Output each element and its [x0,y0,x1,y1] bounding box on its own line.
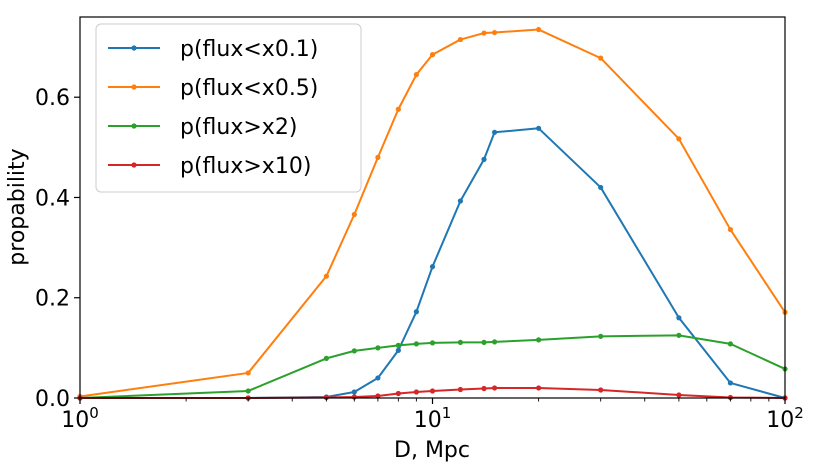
series-line [80,386,786,399]
legend-label: p(flux>x2) [180,115,297,140]
data-point [536,125,542,131]
data-point [429,52,436,58]
data-point [457,386,464,393]
series-line [80,127,786,399]
data-point [413,72,419,78]
data-point [491,129,498,135]
data-point [413,309,419,315]
series-layer [77,26,788,401]
data-point [481,30,487,36]
data-point [598,333,604,339]
data-point [481,385,487,392]
data-point [245,388,251,394]
y-axis-label: propability [5,148,30,265]
legend-swatch-marker [131,162,137,168]
data-point [413,389,419,395]
data-point [676,315,682,321]
data-point [598,184,604,191]
legend-swatch-marker [131,123,137,129]
data-point [536,26,542,33]
legend-label: p(flux>x10) [180,154,311,179]
legend-swatch-marker [131,45,137,51]
data-point [429,388,436,394]
legend-item: p(flux<x0.1) [108,37,318,62]
y-tick-label: 0.6 [35,86,70,111]
data-point [323,273,329,279]
y-tick-label: 0.0 [35,387,70,412]
legend: p(flux<x0.1) p(flux<x0.5) p(flux>x2) p(flux… [95,23,362,193]
data-point [491,339,498,345]
data-point [375,154,381,160]
x-tick-label: 102 [766,404,804,433]
legend-box [95,23,362,193]
series-2 [77,332,788,401]
data-point [536,385,542,391]
legend-label: p(flux<x0.1) [180,37,318,62]
x-tick-label: 101 [414,404,452,433]
series-line [79,28,786,398]
data-point [429,340,436,346]
data-point [481,339,487,345]
legend-swatch-marker [131,84,137,90]
data-point [676,332,682,338]
data-point [598,387,604,393]
legend-item: p(flux>x2) [108,115,297,140]
data-point [457,36,464,43]
x-axis-label: D, Mpc [394,438,470,463]
data-point [676,136,682,142]
series-line [79,334,786,399]
y-tick-label: 0.2 [35,287,70,312]
data-point [375,375,381,381]
data-point [245,370,251,376]
data-point [457,339,464,345]
data-point [727,226,734,233]
data-point [351,211,357,218]
data-point [536,337,542,343]
legend-item: p(flux<x0.5) [108,76,318,101]
data-point [491,385,498,391]
data-point [375,345,381,351]
data-point [676,392,682,398]
data-point [429,264,436,270]
data-point [727,341,734,347]
legend-label: p(flux<x0.5) [180,76,318,101]
data-point [351,389,357,395]
data-point [491,29,498,36]
data-point [323,355,329,361]
data-point [395,347,401,353]
data-point [395,342,401,348]
data-point [395,390,401,397]
data-point [457,198,464,204]
data-point [413,341,419,347]
data-point [598,55,604,61]
data-point [395,106,401,112]
y-tick-label: 0.4 [35,186,70,211]
data-point [351,348,357,354]
legend-item: p(flux>x10) [108,154,311,179]
data-point [727,380,734,386]
data-point [375,393,381,399]
data-point [481,156,487,162]
